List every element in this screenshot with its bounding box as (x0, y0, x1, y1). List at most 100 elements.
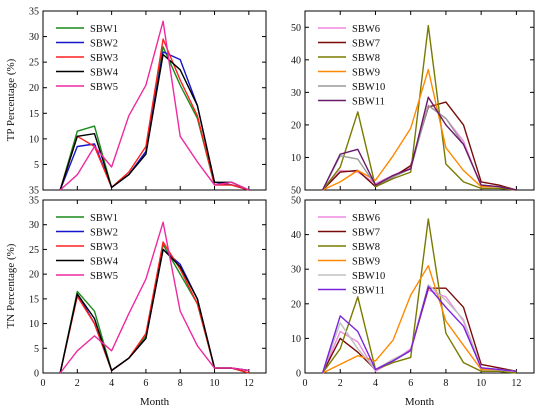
x-tick-label: 10 (476, 378, 486, 389)
series-line-sbw7 (322, 101, 517, 191)
x-tick-label: 0 (303, 378, 308, 389)
legend-label-sbw7: SBW7 (352, 228, 380, 239)
series-line-sbw3 (59, 38, 250, 191)
y-tick-label: 0 (296, 369, 301, 380)
legend-label-sbw2: SBW2 (90, 39, 118, 50)
y-tick-label: 30 (291, 265, 301, 276)
legend: SBW1 SBW2 SBW3 SBW4 SBW5 (56, 24, 119, 93)
x-tick-label: 12 (244, 378, 254, 389)
y-tick-label: 5 (34, 160, 39, 171)
y-tick-label: 25 (29, 245, 39, 256)
legend-label-sbw9: SBW9 (352, 257, 380, 268)
legend-label-sbw8: SBW8 (352, 53, 380, 64)
legend-label-sbw1: SBW1 (90, 24, 118, 35)
legend-label-sbw9: SBW9 (352, 68, 380, 79)
y-tick-label: 0 (34, 369, 39, 380)
y-tick-label: 50 (291, 196, 301, 207)
series-line-sbw4 (59, 248, 249, 374)
series-line-sbw1 (59, 46, 250, 191)
chart-panel-1: 35 5 10 15 20 25 30 35 TP Percentage (%) SBW1 SBW2… (5, 7, 267, 197)
x-tick-label: 2 (75, 378, 80, 389)
y-tick-label: 15 (29, 109, 39, 120)
y-tick-label: 25 (29, 58, 39, 69)
legend-label-sbw8: SBW8 (352, 242, 380, 253)
series-line-sbw9 (322, 68, 517, 191)
x-tick-label: 6 (143, 378, 148, 389)
y-tick-label: 10 (291, 153, 301, 164)
y-tick-label: 30 (29, 32, 39, 43)
plot-frame (304, 10, 535, 191)
y-tick-label: 35 (29, 196, 39, 207)
x-tick-label: 2 (338, 378, 343, 389)
series-line-sbw4 (59, 53, 250, 191)
x-axis-title: Month (140, 396, 170, 408)
series-line-sbw6 (322, 104, 517, 191)
y-axis-title: TN Percentage (%) (5, 243, 17, 328)
legend-label-sbw3: SBW3 (90, 242, 118, 253)
legend-label-sbw7: SBW7 (352, 39, 380, 50)
y-tick-label: 20 (291, 120, 301, 131)
series-line-sbw7 (321, 287, 517, 374)
x-tick-label: 6 (408, 378, 413, 389)
x-axis-title: Month (405, 396, 435, 408)
y-tick-label: 40 (291, 55, 301, 66)
x-tick-label: 4 (109, 378, 114, 389)
legend-label-sbw10: SBW10 (352, 82, 385, 93)
series-line-sbw11 (321, 96, 517, 191)
y-tick-label: 15 (29, 294, 39, 305)
legend-label-sbw2: SBW2 (90, 228, 118, 239)
plot-frame (42, 10, 267, 191)
legend-label-sbw5: SBW5 (90, 82, 118, 93)
chart-panel-3: 0 2 4 6 8 10 12 0 5 10 15 20 25 30 35 TN Percentage (%)… (5, 196, 267, 408)
y-tick-label: 40 (291, 230, 301, 241)
legend: SBW6 SBW7 SBW8 SBW9 SBW10 SBW11 (318, 213, 385, 297)
x-tick-label: 12 (511, 378, 521, 389)
y-tick-label: 20 (291, 299, 301, 310)
series-line-sbw5 (59, 221, 249, 374)
y-tick-label: 5 (34, 344, 39, 355)
y-tick-label: 30 (291, 88, 301, 99)
plot-frame (304, 199, 535, 374)
y-tick-label: 10 (29, 134, 39, 145)
y-tick-label: 10 (291, 334, 301, 345)
y-tick-label: 35 (29, 7, 39, 18)
series-line-sbw9 (322, 265, 517, 374)
legend-label-sbw4: SBW4 (90, 68, 119, 79)
chart-panel-2: 50 10 20 30 40 50 SBW6 SBW7 SBW8 SBW9 SBW10 SBW11 (291, 10, 535, 197)
y-tick-label: 50 (291, 186, 301, 197)
series-line-sbw2 (59, 51, 250, 191)
legend-label-sbw11: SBW11 (352, 97, 385, 108)
y-tick-label: 20 (29, 270, 39, 281)
legend-label-sbw3: SBW3 (90, 53, 118, 64)
legend-label-sbw6: SBW6 (352, 24, 380, 35)
y-tick-label: 10 (29, 319, 39, 330)
legend: SBW1 SBW2 SBW3 SBW4 SBW5 (56, 213, 119, 282)
chart-panel-4: 0 2 4 6 8 10 1201020304050MonthSBW6SBW7SBW8SBW… (291, 196, 535, 408)
legend-label-sbw6: SBW6 (352, 213, 380, 224)
series-line-sbw5 (59, 20, 250, 191)
y-tick-label: 30 (29, 220, 39, 231)
x-tick-label: 8 (443, 378, 448, 389)
plot-frame (42, 199, 267, 374)
y-tick-label: 50 (291, 23, 301, 34)
legend-label-sbw5: SBW5 (90, 271, 118, 282)
legend-label-sbw4: SBW4 (90, 257, 119, 268)
series-line-sbw11 (321, 285, 517, 374)
x-tick-label: 8 (178, 378, 183, 389)
legend-label-sbw10: SBW10 (352, 271, 385, 282)
x-tick-label: 4 (373, 378, 378, 389)
series-line-sbw8 (322, 218, 517, 374)
y-tick-label: 35 (29, 186, 39, 197)
series-line-sbw6 (321, 289, 517, 374)
series-line-sbw2 (59, 248, 249, 374)
legend: SBW6 SBW7 SBW8 SBW9 SBW10 SBW11 (318, 24, 385, 108)
legend-label-sbw1: SBW1 (90, 213, 118, 224)
legend-label-sbw11: SBW11 (352, 286, 385, 297)
y-tick-label: 20 (29, 83, 39, 94)
series-line-sbw3 (59, 241, 249, 374)
series-line-sbw10 (321, 284, 517, 374)
series-line-sbw10 (321, 104, 517, 191)
x-tick-label: 10 (210, 378, 220, 389)
x-tick-label: 0 (41, 378, 46, 389)
